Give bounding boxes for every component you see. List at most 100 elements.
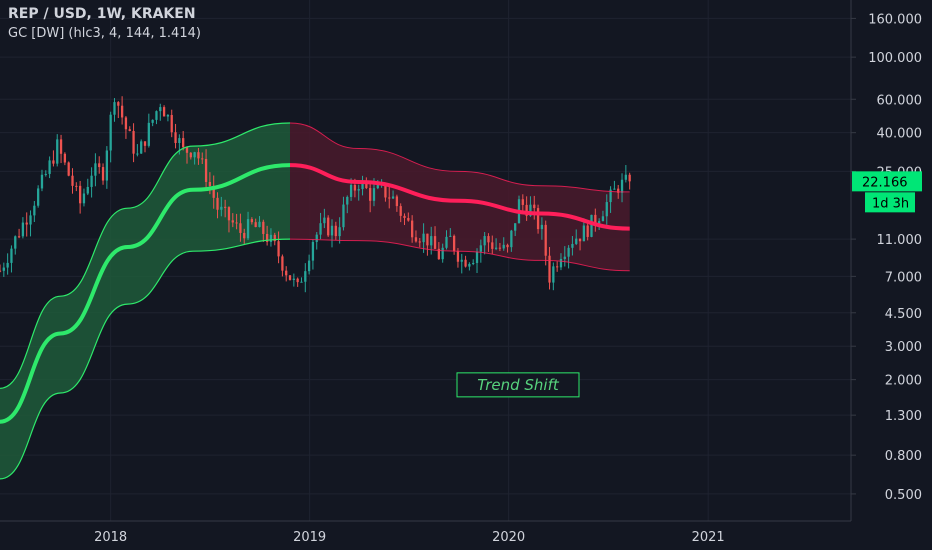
- candle: [262, 219, 265, 242]
- candle-body: [10, 248, 13, 263]
- candle: [334, 221, 337, 240]
- candle-body: [113, 102, 116, 115]
- candle: [37, 185, 40, 208]
- candle-body: [147, 122, 150, 146]
- candle-body: [330, 225, 334, 236]
- candle: [620, 173, 624, 203]
- candle-body: [605, 202, 608, 217]
- candle-body: [414, 237, 418, 242]
- candle-body: [548, 255, 551, 283]
- candle-body: [521, 199, 524, 205]
- price-tick-label: 11.000: [877, 233, 923, 248]
- candle-body: [124, 117, 128, 130]
- candle-body: [132, 131, 135, 154]
- candle-body: [479, 245, 482, 252]
- bear-center-line: [289, 163, 630, 231]
- time-tick-label: 2019: [293, 530, 326, 545]
- candle: [517, 195, 521, 224]
- candle-body: [128, 129, 131, 132]
- candle: [159, 103, 162, 121]
- candle: [426, 233, 429, 256]
- candle: [304, 263, 307, 293]
- candle-body: [456, 250, 460, 262]
- candle: [472, 259, 475, 266]
- candle-body: [384, 183, 387, 198]
- time-axis[interactable]: 2018 2019 2020 2021: [94, 530, 725, 545]
- candle: [269, 228, 273, 247]
- candle-body: [216, 197, 219, 210]
- candle: [162, 105, 166, 117]
- candle-body: [82, 193, 86, 204]
- candle-body: [468, 263, 471, 267]
- candle-body: [174, 132, 177, 144]
- candle: [40, 169, 44, 192]
- candle: [357, 184, 360, 201]
- candle: [346, 195, 349, 214]
- candle-body: [212, 185, 215, 198]
- candle-body: [342, 204, 345, 228]
- price-tick-label: 7.000: [885, 270, 922, 285]
- candle: [10, 245, 13, 273]
- candle: [307, 254, 311, 275]
- candle-body: [369, 188, 372, 201]
- candle-body: [105, 150, 108, 181]
- price-tick-label: 4.500: [885, 307, 922, 322]
- candle: [433, 226, 437, 250]
- candle: [613, 180, 616, 190]
- candle-body: [552, 266, 555, 283]
- candle-body: [399, 206, 402, 216]
- candle: [48, 156, 51, 179]
- candle-body: [334, 225, 337, 237]
- candle-body: [227, 207, 231, 221]
- candle: [90, 167, 93, 198]
- candle-body: [540, 224, 544, 230]
- candle-body: [120, 105, 124, 118]
- candle: [418, 238, 421, 248]
- candle-body: [258, 221, 261, 228]
- annotation-box: [456, 372, 580, 398]
- candle: [59, 134, 63, 164]
- candle: [586, 223, 589, 241]
- candle-body: [243, 232, 246, 239]
- candle: [441, 243, 444, 263]
- candle: [330, 219, 334, 248]
- candle-body: [166, 115, 170, 117]
- candle: [0, 264, 2, 273]
- candle-body: [311, 241, 315, 261]
- candle: [78, 180, 82, 214]
- bull-upper-band: [0, 122, 291, 389]
- candle-body: [441, 247, 444, 260]
- candle-body: [617, 188, 620, 193]
- candle-body: [75, 185, 78, 187]
- candle-body: [567, 247, 570, 257]
- candle: [243, 228, 246, 244]
- candle: [628, 172, 631, 190]
- candle-body: [563, 256, 566, 259]
- candle-body: [101, 167, 105, 181]
- candle-body: [353, 185, 357, 191]
- candle-body: [578, 238, 582, 242]
- candle: [315, 232, 318, 250]
- candle: [502, 237, 505, 251]
- candle: [525, 196, 528, 221]
- candle-body: [281, 256, 284, 271]
- bear-lower-band: [289, 238, 630, 272]
- candle: [338, 217, 341, 244]
- candle-body: [189, 152, 192, 158]
- candle: [388, 186, 391, 209]
- candle-body: [582, 225, 586, 242]
- candle-body: [514, 223, 517, 231]
- candle: [300, 277, 303, 283]
- candle-body: [395, 196, 399, 207]
- candle-body: [6, 262, 9, 268]
- candle: [578, 238, 582, 251]
- candle-body: [315, 234, 318, 242]
- candle-body: [365, 181, 368, 189]
- candle-body: [472, 262, 475, 264]
- countdown-tag: [865, 192, 915, 213]
- candle-body: [86, 186, 89, 194]
- indicator-title[interactable]: GC [DW] (hlc3, 4, 144, 1.414): [8, 26, 201, 41]
- candle: [391, 190, 395, 200]
- candle-body: [231, 220, 234, 223]
